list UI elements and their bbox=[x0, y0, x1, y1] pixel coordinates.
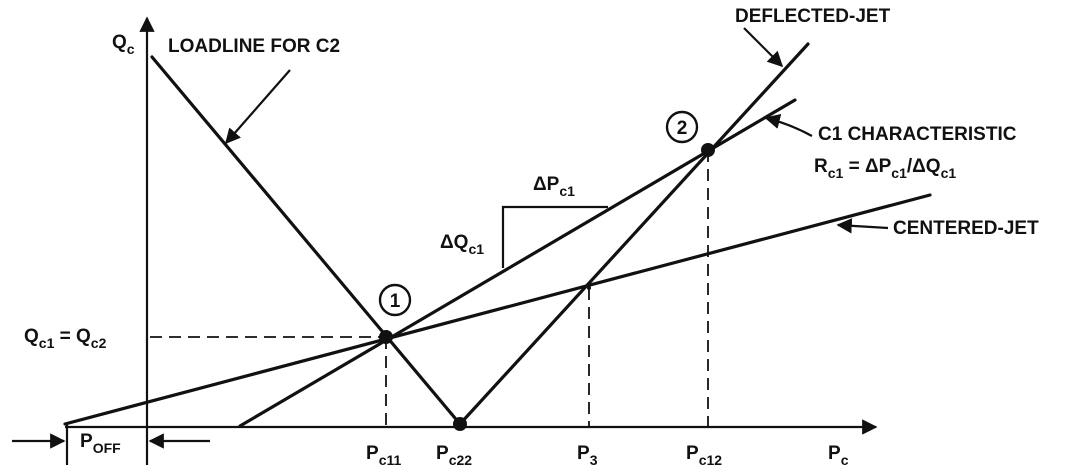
loadline-label: LOADLINE FOR C2 bbox=[168, 36, 340, 57]
point-2-marker bbox=[665, 110, 699, 144]
deflected-jet-pointer bbox=[743, 27, 784, 68]
intersection-p3 bbox=[587, 286, 591, 290]
loadline-pointer bbox=[224, 69, 291, 145]
tick-pc12: Pc12 bbox=[686, 443, 722, 468]
c1-characteristic-pointer bbox=[764, 113, 813, 137]
operating-point-1 bbox=[379, 330, 393, 344]
q-equal-label: Qc1 = Qc2 bbox=[24, 326, 107, 351]
point-2-label: 2 bbox=[677, 118, 688, 139]
c1-characteristic-line bbox=[238, 98, 797, 428]
deflected-jet-line bbox=[458, 42, 810, 426]
loadline-c2 bbox=[150, 55, 462, 426]
poff-label: POFF bbox=[80, 431, 121, 456]
point-1-marker bbox=[378, 283, 412, 317]
zero-flow-point bbox=[453, 417, 467, 431]
deflected-jet-label: DEFLECTED-JET bbox=[735, 6, 891, 27]
point-1-label: 1 bbox=[390, 291, 401, 312]
c1-characteristic-label: C1 CHARACTERISTIC bbox=[818, 124, 1017, 145]
tick-pc22: Pc22 bbox=[436, 443, 472, 468]
centered-jet-line bbox=[63, 193, 932, 426]
centered-jet-pointer bbox=[836, 218, 889, 234]
tick-p3: P3 bbox=[577, 443, 598, 468]
y-axis-label: Qc bbox=[112, 32, 135, 57]
x-axis-label: Pc bbox=[828, 443, 849, 468]
delta-q-label: ΔQc1 bbox=[440, 232, 484, 257]
delta-p-label: ΔPc1 bbox=[533, 174, 575, 199]
delta-triangle bbox=[501, 205, 608, 268]
operating-point-2 bbox=[701, 143, 715, 157]
centered-jet-label: CENTERED-JET bbox=[893, 218, 1039, 239]
tick-pc11: Pc11 bbox=[366, 443, 401, 468]
resistance-equation: Rc1 = ΔPc1/ΔQc1 bbox=[814, 156, 956, 181]
